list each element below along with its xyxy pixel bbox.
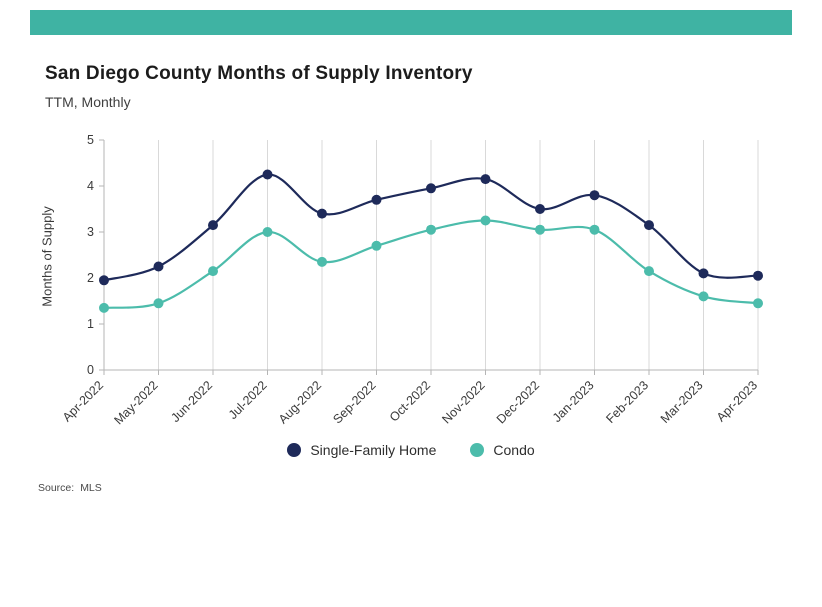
svg-text:May-2022: May-2022	[111, 378, 160, 427]
legend-swatch-condo	[470, 443, 485, 457]
legend-item-single-family-home: Single-Family Home	[287, 442, 436, 458]
svg-text:Sep-2022: Sep-2022	[330, 378, 378, 426]
legend-swatch-single-family-home	[287, 443, 302, 457]
svg-text:Aug-2022: Aug-2022	[276, 378, 324, 426]
svg-text:3: 3	[87, 225, 94, 239]
svg-text:0: 0	[87, 363, 94, 377]
y-axis-title-wrap: Months of Supply	[34, 134, 60, 378]
svg-text:1: 1	[87, 317, 94, 331]
chart-area: Months of Supply 0 1 2 3 4 5 Apr-2022 May-2022 J…	[34, 128, 822, 440]
svg-text:Nov-2022: Nov-2022	[439, 378, 487, 426]
svg-text:2: 2	[87, 271, 94, 285]
chart-title: San Diego County Months of Supply Invent…	[45, 63, 473, 84]
legend-label-single-family-home: Single-Family Home	[310, 442, 437, 458]
svg-text:Apr-2022: Apr-2022	[60, 378, 106, 424]
chart-subtitle: TTM, Monthly	[45, 94, 131, 110]
svg-text:Apr-2023: Apr-2023	[714, 378, 760, 424]
svg-text:Oct-2022: Oct-2022	[387, 378, 433, 424]
top-accent-bar	[30, 10, 792, 35]
svg-text:4: 4	[87, 179, 94, 193]
svg-text:Feb-2023: Feb-2023	[603, 378, 651, 426]
svg-text:Jul-2022: Jul-2022	[226, 378, 270, 422]
svg-text:Jan-2023: Jan-2023	[550, 378, 597, 425]
legend-label-condo: Condo	[493, 442, 535, 458]
source-label: Source:	[38, 482, 75, 494]
svg-text:Dec-2022: Dec-2022	[494, 378, 542, 426]
chart-header: San Diego County Months of Supply Invent…	[45, 63, 777, 110]
legend-item-condo: Condo	[470, 442, 535, 458]
svg-text:5: 5	[87, 133, 94, 147]
svg-text:Mar-2023: Mar-2023	[658, 378, 706, 426]
y-axis-title: Months of Supply	[39, 205, 55, 307]
source-note: Source: MLS	[38, 482, 822, 494]
legend: Single-Family Home Condo	[0, 442, 822, 458]
source-value: MLS	[80, 482, 102, 494]
chart-canvas: 0 1 2 3 4 5 Apr-2022 May-2022 Jun-2022 Jul-2022 Au…	[60, 133, 763, 427]
svg-text:Jun-2022: Jun-2022	[168, 378, 215, 425]
